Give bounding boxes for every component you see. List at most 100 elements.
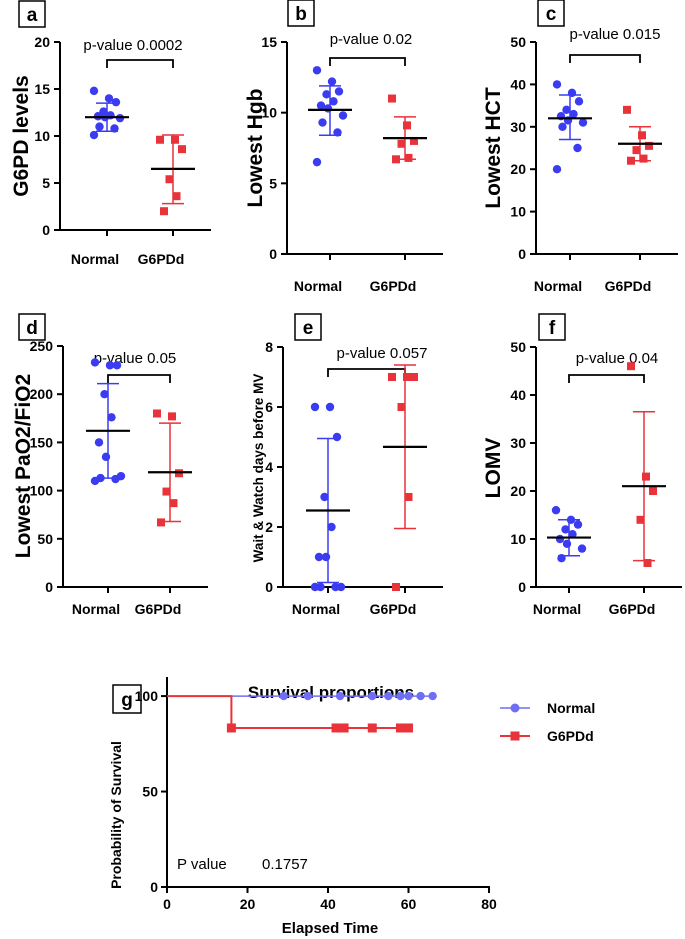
data-point [162,487,171,496]
category-label: Normal [72,601,120,617]
y-tick-label: 0 [265,579,273,595]
data-point [623,105,631,114]
censor-mark [368,691,377,701]
data-point [388,94,396,103]
panel-label: c [546,4,557,25]
panel-label: e [303,318,314,339]
data-point [323,104,333,113]
y-tick-label: 20 [510,161,526,177]
censor-mark [279,691,288,701]
y-axis-label: Lowest Hgb [244,89,267,208]
data-point [104,94,114,103]
significance-bracket [107,374,171,383]
data-point [110,124,119,133]
panel-label: d [26,318,38,339]
y-tick-label: 8 [265,339,273,355]
x-tick-label: 20 [240,896,256,912]
y-tick-label: 10 [34,128,50,144]
legend-normal-label: Normal [547,700,595,716]
panel-label-box [18,313,46,341]
data-point [392,583,400,591]
censor-mark [303,691,313,701]
data-point [320,492,329,502]
data-point [156,135,164,144]
data-point [89,130,99,140]
data-point [555,534,565,544]
legend-g6pdd-label: G6PDd [547,728,594,744]
data-point [327,522,336,532]
data-point [643,559,652,567]
panel-label: a [27,5,38,26]
category-label: Normal [294,278,342,294]
data-point [567,88,577,98]
censor-mark [226,723,236,733]
data-point [551,506,561,515]
panel-label-box [538,313,566,341]
panel-f: f 0 10 20 30 40 50 Normal G6PDd LOMV p-value 0.04 [482,313,682,617]
data-point [552,165,562,174]
y-axis-label: Lowest PaO2/FiO2 [12,374,35,558]
y-tick-label: 50 [142,784,158,800]
panel-label: b [295,4,307,25]
data-point [334,87,344,96]
data-point [392,155,400,164]
y-tick-label: 0 [518,246,526,262]
y-axis-label: Probability of Survival [108,741,124,889]
data-point [562,539,572,548]
panel-label: g [121,690,133,711]
data-point [90,358,100,367]
pvalue-label: p-value 0.02 [330,31,413,48]
data-point [632,146,641,155]
category-label: Normal [292,601,340,617]
y-tick-label: 0 [150,879,158,895]
data-point [112,361,122,370]
data-point [388,373,396,381]
data-point [627,362,635,371]
data-point [90,476,100,486]
censor-mark [339,723,349,733]
pvalue-label: p-value 0.04 [576,350,659,367]
y-tick-label: 50 [37,531,53,547]
data-point [168,412,176,421]
category-label: G6PDd [135,601,182,617]
data-point [312,66,322,75]
significance-bracket [569,54,641,63]
data-point [95,122,104,131]
legend-normal-marker [510,703,520,713]
data-point [153,409,161,418]
data-point [573,143,582,153]
data-point [171,135,179,144]
data-point [318,118,327,127]
y-tick-label: 250 [30,338,54,354]
y-tick-label: 200 [30,386,54,402]
y-tick-label: 0 [45,579,53,595]
y-tick-label: 40 [510,76,526,92]
significance-bracket [106,59,174,68]
data-point [157,518,165,527]
data-point [403,121,411,130]
data-point [172,192,181,201]
censor-mark [367,723,377,733]
censor-mark [404,723,413,733]
data-point [404,493,413,501]
x-axis-label: Elapsed Time [282,920,378,937]
category-label: G6PDd [370,601,417,617]
data-point [397,403,406,411]
data-point [312,157,322,167]
pvalue-number: 0.1757 [262,856,308,873]
y-tick-label: 50 [510,34,526,50]
data-point [636,515,645,524]
data-point [94,438,104,447]
data-point [310,582,320,592]
x-tick-label: 40 [320,896,336,912]
data-point [321,552,331,562]
censor-mark [331,723,341,733]
data-point [638,131,646,140]
data-point [562,105,571,115]
data-point [410,136,418,145]
data-point [111,97,121,107]
censor-mark [416,691,425,701]
category-label: G6PDd [138,251,185,267]
y-tick-label: 10 [510,204,526,220]
